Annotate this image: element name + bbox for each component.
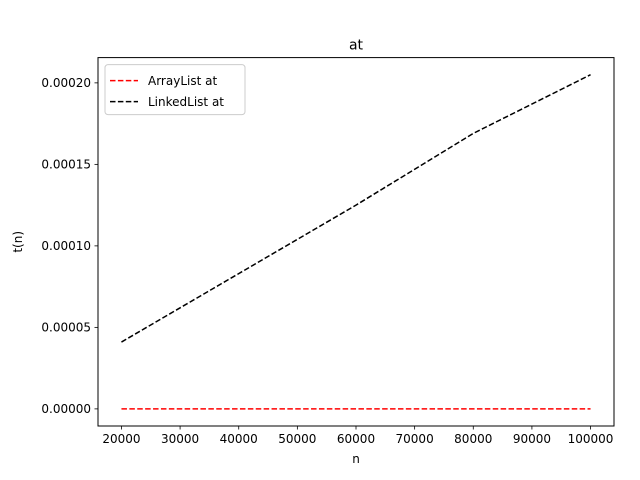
legend-box <box>104 64 246 116</box>
x-tick-label: 30000 <box>161 432 199 446</box>
y-tick-label: 0.00015 <box>41 158 91 172</box>
x-tick-label: 60000 <box>337 432 375 446</box>
y-tick-label: 0.00020 <box>41 76 91 90</box>
x-tick-label: 80000 <box>454 432 492 446</box>
y-tick-label: 0.00010 <box>41 239 91 253</box>
y-tick-label: 0.00000 <box>41 402 91 416</box>
x-axis-ticks: 20000 30000 40000 50000 60000 70000 80000 90000… <box>102 426 613 446</box>
x-tick-label: 90000 <box>513 432 551 446</box>
legend: ArrayList at LinkedList at <box>104 64 246 116</box>
series-line-linkedlist-at <box>121 74 591 343</box>
legend-label-linkedlist: LinkedList at <box>148 95 224 109</box>
y-axis-label: t(n) <box>11 231 25 253</box>
plot-area: 20000 30000 40000 50000 60000 70000 80000 90000… <box>41 57 615 446</box>
series-lines <box>121 74 591 410</box>
x-axis-label: n <box>352 452 360 466</box>
x-tick-label: 40000 <box>220 432 258 446</box>
x-tick-label: 50000 <box>278 432 316 446</box>
legend-label-arraylist: ArrayList at <box>148 74 217 88</box>
chart-title: at <box>349 38 364 54</box>
x-tick-label: 100000 <box>568 432 614 446</box>
x-tick-label: 20000 <box>102 432 140 446</box>
y-tick-label: 0.00005 <box>41 321 91 335</box>
x-tick-label: 70000 <box>396 432 434 446</box>
y-axis-ticks: 0.00000 0.00005 0.00010 0.00015 0.00020 <box>41 76 98 416</box>
